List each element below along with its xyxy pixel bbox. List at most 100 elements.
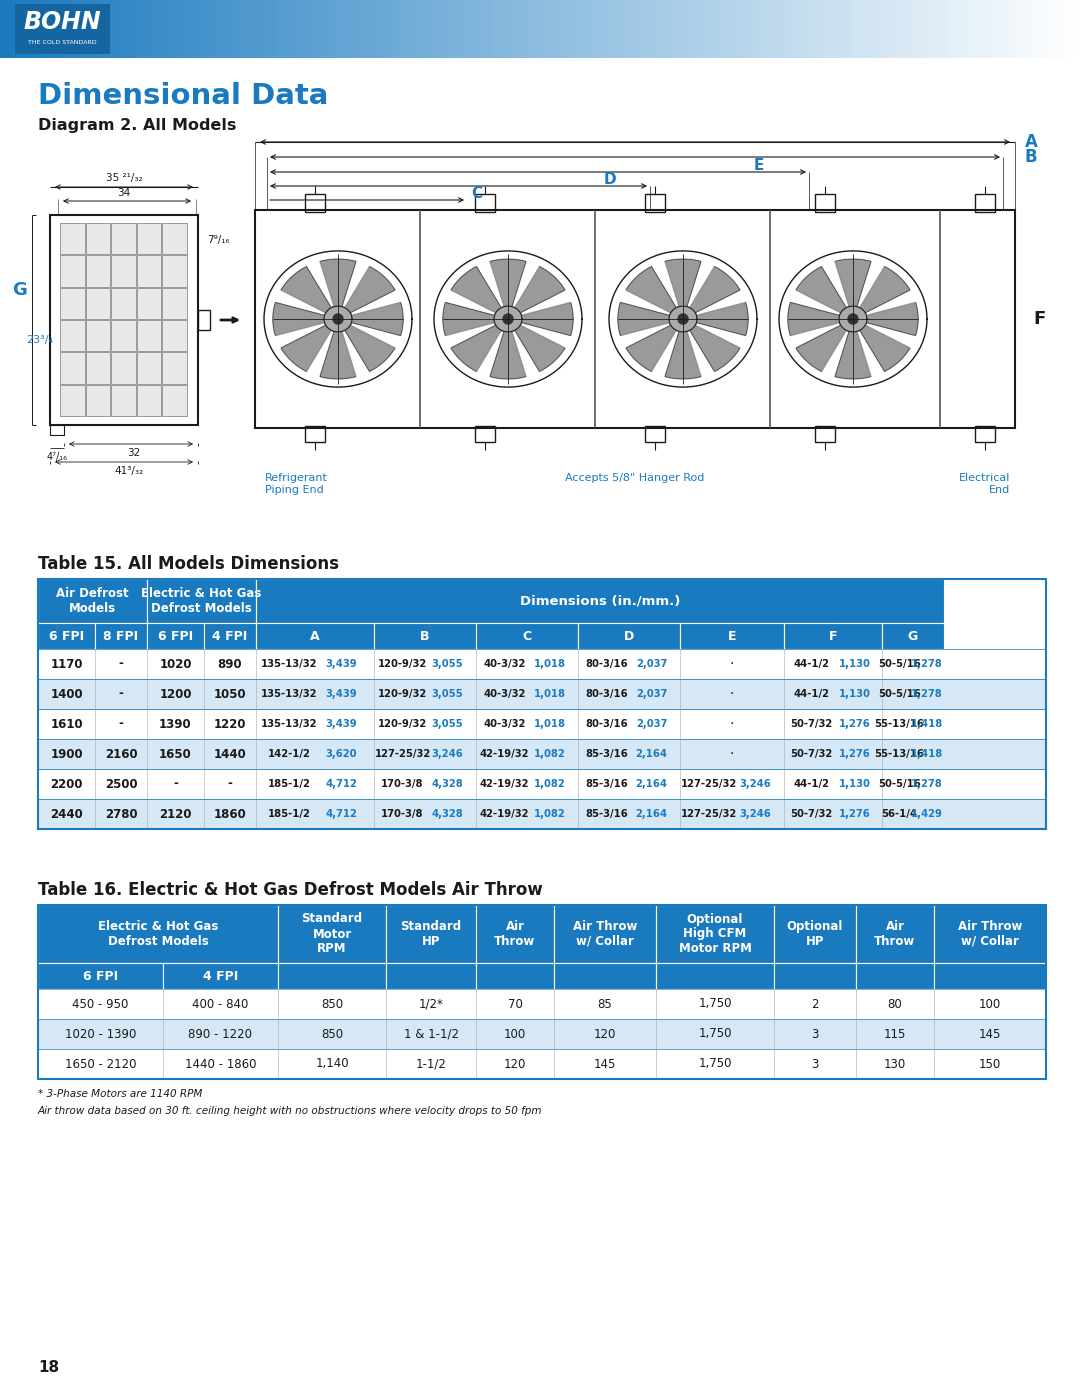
Polygon shape (273, 302, 325, 335)
Text: Air
Throw: Air Throw (495, 921, 536, 949)
Bar (915, 0, 919, 59)
Text: 8 FPI: 8 FPI (104, 630, 138, 643)
Bar (578, 623, 680, 650)
Text: 120-9/32: 120-9/32 (378, 659, 428, 669)
Bar (997, 0, 1002, 59)
Bar (511, 0, 516, 59)
Bar (893, 0, 897, 59)
Bar (407, 0, 411, 59)
Bar (443, 0, 447, 59)
Bar (875, 0, 879, 59)
Bar (38, 623, 95, 650)
Bar (346, 0, 350, 59)
Text: 2,164: 2,164 (635, 780, 667, 789)
Bar (230, 0, 235, 59)
Bar (288, 0, 293, 59)
Bar (165, 0, 171, 59)
Text: 2780: 2780 (105, 807, 137, 820)
Bar (85, 224, 110, 254)
Bar (43, 0, 48, 59)
Bar (278, 963, 386, 989)
Bar (529, 0, 534, 59)
Bar (882, 0, 887, 59)
Bar (137, 256, 161, 286)
Bar (213, 0, 217, 59)
Text: Dimensions (in./mm.): Dimensions (in./mm.) (519, 595, 680, 608)
Bar (745, 0, 750, 59)
Bar (410, 0, 415, 59)
Bar (111, 256, 136, 286)
Bar (569, 0, 573, 59)
Bar (147, 623, 204, 650)
Polygon shape (860, 267, 910, 313)
Text: 1,276: 1,276 (839, 749, 870, 759)
Text: 100: 100 (504, 1028, 526, 1041)
Text: 3,055: 3,055 (432, 719, 463, 729)
Text: 1,130: 1,130 (839, 659, 870, 669)
Bar (90, 0, 95, 59)
Bar (292, 0, 296, 59)
Bar (148, 0, 152, 59)
Bar (162, 352, 187, 384)
Bar (947, 0, 951, 59)
Bar (111, 352, 136, 384)
Text: 32: 32 (127, 448, 140, 458)
Bar (111, 224, 136, 254)
Bar (8, 0, 12, 59)
Text: 3,439: 3,439 (325, 719, 356, 729)
Text: 3,055: 3,055 (432, 689, 463, 698)
Bar (11, 0, 15, 59)
Bar (252, 0, 257, 59)
Bar (360, 0, 365, 59)
Bar (403, 0, 408, 59)
Bar (815, 426, 835, 441)
Polygon shape (514, 267, 565, 313)
Text: A: A (310, 630, 320, 643)
Text: Diagram 2. All Models: Diagram 2. All Models (38, 117, 237, 133)
Bar (1077, 0, 1080, 59)
Bar (1040, 0, 1045, 59)
Bar (83, 0, 87, 59)
Bar (1004, 0, 1009, 59)
Bar (518, 0, 523, 59)
Bar (1066, 0, 1070, 59)
Bar (558, 0, 563, 59)
Bar (40, 0, 44, 59)
Polygon shape (333, 314, 343, 324)
Bar (591, 0, 595, 59)
Text: 170-3/8: 170-3/8 (381, 780, 423, 789)
Polygon shape (796, 326, 847, 372)
Bar (187, 0, 192, 59)
Bar (396, 0, 401, 59)
Text: E: E (754, 158, 765, 172)
Bar (38, 578, 1047, 828)
Bar (126, 0, 131, 59)
Text: 80: 80 (888, 997, 903, 1010)
Bar (313, 0, 318, 59)
Bar (815, 194, 835, 212)
Bar (476, 905, 554, 963)
Bar (940, 0, 944, 59)
Bar (1015, 0, 1020, 59)
Text: 1650: 1650 (159, 747, 192, 760)
Text: ·: · (730, 747, 734, 761)
Polygon shape (443, 302, 496, 335)
Text: BOHN: BOHN (23, 10, 100, 34)
Bar (983, 0, 987, 59)
Bar (241, 0, 246, 59)
Bar (770, 0, 775, 59)
Text: 85-3/16: 85-3/16 (585, 809, 627, 819)
Bar (943, 0, 948, 59)
Bar (60, 320, 84, 351)
Polygon shape (626, 267, 676, 313)
Bar (670, 0, 674, 59)
Polygon shape (490, 331, 526, 379)
Bar (645, 0, 649, 59)
Bar (204, 623, 256, 650)
Text: 1,140: 1,140 (315, 1058, 349, 1070)
Polygon shape (281, 326, 332, 372)
Bar (162, 256, 187, 286)
Bar (975, 194, 995, 212)
Text: B: B (1025, 148, 1038, 166)
Bar (623, 0, 627, 59)
